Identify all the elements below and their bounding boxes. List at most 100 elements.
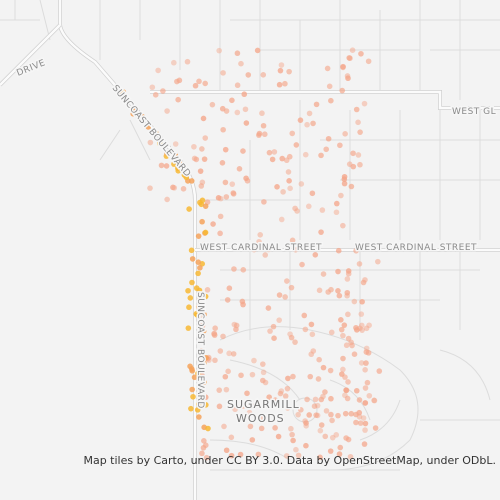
- street-label: WEST GL: [452, 107, 496, 117]
- dot: [260, 369, 267, 376]
- dot: [323, 408, 330, 414]
- dot: [195, 304, 202, 310]
- dot: [195, 233, 202, 239]
- dot: [199, 146, 205, 152]
- dot: [194, 312, 200, 318]
- dot: [354, 327, 360, 333]
- dot: [356, 413, 363, 420]
- dot: [149, 84, 156, 91]
- dot: [220, 126, 226, 133]
- dot: [292, 339, 298, 345]
- dot: [340, 332, 346, 339]
- dot: [342, 131, 348, 137]
- dot: [302, 151, 309, 158]
- dot: [356, 397, 363, 403]
- dot: [261, 199, 267, 205]
- dot: [195, 401, 202, 407]
- dot: [267, 328, 273, 334]
- street-label: WEST CARDINAL STREET: [355, 243, 477, 253]
- dot: [294, 208, 300, 214]
- dot: [188, 247, 195, 254]
- dot: [183, 174, 190, 181]
- dot: [284, 405, 291, 411]
- dot: [172, 152, 179, 159]
- dot: [363, 325, 370, 332]
- dot: [365, 58, 372, 65]
- dot: [326, 83, 333, 90]
- dot: [116, 90, 122, 96]
- dot: [157, 140, 163, 147]
- dot: [172, 141, 179, 147]
- dot: [361, 441, 368, 447]
- dot: [200, 291, 207, 298]
- dot: [245, 72, 252, 78]
- dot: [241, 91, 248, 98]
- dot: [301, 312, 308, 319]
- dot: [285, 375, 291, 382]
- dot: [229, 97, 235, 104]
- dot: [211, 330, 218, 337]
- dot: [328, 411, 334, 418]
- dot: [293, 446, 299, 453]
- dot: [203, 355, 209, 361]
- dot: [325, 135, 332, 142]
- dot: [155, 67, 161, 74]
- dot: [371, 397, 378, 404]
- dot: [349, 47, 356, 53]
- dot: [199, 218, 205, 225]
- dot: [318, 422, 325, 428]
- dot: [293, 142, 300, 148]
- dot: [286, 153, 293, 160]
- dot: [304, 396, 310, 403]
- dot: [344, 292, 350, 299]
- dot: [350, 163, 357, 170]
- dot: [308, 351, 315, 358]
- dot: [343, 342, 350, 349]
- dot: [345, 311, 351, 318]
- dot: [176, 159, 183, 165]
- dot: [288, 284, 295, 291]
- dot: [335, 412, 341, 419]
- dot: [230, 190, 237, 196]
- dot: [341, 322, 348, 328]
- dot: [203, 454, 210, 461]
- dot: [185, 287, 191, 294]
- dot: [271, 149, 278, 155]
- dot: [189, 368, 196, 374]
- dot: [223, 447, 230, 454]
- dot: [187, 295, 194, 301]
- dot: [335, 247, 342, 254]
- dot: [187, 363, 193, 370]
- dot: [303, 442, 309, 449]
- dot: [186, 304, 192, 311]
- dot: [279, 155, 286, 162]
- dot: [319, 207, 326, 213]
- dot: [310, 120, 316, 127]
- dot: [372, 425, 379, 431]
- dot: [324, 65, 331, 72]
- dot: [376, 368, 383, 374]
- dot: [362, 427, 368, 433]
- dot: [333, 200, 340, 207]
- dot: [258, 425, 265, 432]
- dot: [343, 387, 349, 393]
- dot: [345, 379, 351, 385]
- dot: [216, 387, 223, 393]
- dot: [338, 326, 345, 333]
- dot: [224, 297, 231, 303]
- dot: [357, 129, 363, 135]
- dot: [247, 423, 254, 430]
- dot: [262, 379, 269, 386]
- dot: [199, 322, 206, 329]
- dot: [270, 323, 277, 330]
- dot: [362, 400, 369, 406]
- dot: [282, 80, 288, 87]
- dot: [257, 232, 264, 238]
- dot: [246, 409, 253, 416]
- dot: [240, 148, 246, 154]
- dot: [226, 285, 233, 291]
- dot: [222, 146, 229, 153]
- dot: [256, 238, 262, 245]
- dot: [276, 81, 283, 88]
